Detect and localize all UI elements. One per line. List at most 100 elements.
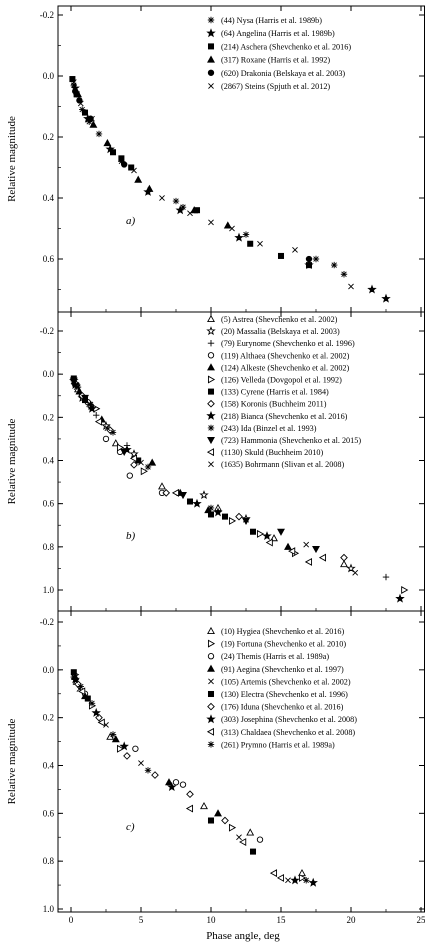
data-point <box>298 873 307 882</box>
legend-entry: (91) Aegina (Shevchenko et al. 1997) <box>221 665 344 674</box>
data-point <box>308 877 318 887</box>
legend-marker <box>208 83 214 89</box>
legend-entry: (133) Cyrene (Harris et al. 1984) <box>221 388 329 397</box>
series-8 <box>70 674 318 887</box>
data-point <box>290 875 300 885</box>
series-12 <box>94 417 327 566</box>
legend-marker <box>207 352 215 359</box>
data-point <box>331 261 338 269</box>
data-point <box>223 221 232 229</box>
x-tick-label: 25 <box>417 915 425 925</box>
data-point <box>214 809 222 817</box>
legend-entry: (2867) Steins (Spjuth et al. 2012) <box>221 82 330 91</box>
series-10 <box>74 383 215 512</box>
y-tick-label: 0.4 <box>43 456 55 466</box>
data-point <box>179 492 187 500</box>
series-6 <box>70 669 257 855</box>
legend-marker <box>207 375 216 384</box>
y-tick-label: 0.4 <box>43 193 55 203</box>
x-axis-title: Phase angle, deg <box>206 930 280 942</box>
legend-entry: (303) Josephina (Shevchenko et al. 2008) <box>221 715 357 724</box>
data-point <box>73 384 80 390</box>
data-point <box>262 531 272 541</box>
legend: (44) Nysa (Harris et al. 1989b) (64) Ange… <box>206 16 351 91</box>
data-point <box>104 425 111 432</box>
data-point <box>175 205 185 215</box>
legend-marker <box>207 653 215 660</box>
data-point <box>167 782 177 792</box>
data-point <box>102 435 110 443</box>
legend-entry: (19) Fortuna (Shevchenko et al. 2010) <box>221 640 346 649</box>
data-point <box>305 255 313 263</box>
data-point <box>120 448 129 456</box>
data-point <box>382 573 390 581</box>
data-point <box>265 538 273 547</box>
data-point <box>91 707 101 717</box>
data-point <box>207 504 215 512</box>
data-point <box>103 138 112 147</box>
series-9 <box>70 379 405 603</box>
y-tick-label: 0.8 <box>43 856 55 866</box>
data-point <box>234 232 244 242</box>
data-point <box>200 802 208 810</box>
data-point <box>132 745 139 752</box>
legend-marker <box>207 741 215 748</box>
x-tick-label: 15 <box>277 915 287 925</box>
legend-marker <box>206 448 215 457</box>
data-point <box>116 443 125 452</box>
y-tick-label: -0.2 <box>40 326 54 336</box>
data-point <box>199 490 209 500</box>
data-point <box>106 732 115 740</box>
data-point <box>401 586 409 594</box>
data-point <box>312 255 320 263</box>
x-tick-label: 20 <box>347 915 357 925</box>
legend-entry: (5) Astrea (Shevchenko et al. 2002) <box>221 315 338 324</box>
legend: (5) Astrea (Shevchenko et al. 2002) (20) … <box>206 314 361 469</box>
data-point <box>304 557 313 566</box>
y-tick-label: 0.6 <box>43 808 55 818</box>
data-point <box>87 401 94 408</box>
data-point <box>70 81 77 89</box>
legend-marker <box>207 639 216 648</box>
data-point <box>312 545 320 554</box>
data-point <box>340 559 348 568</box>
series-5 <box>72 88 313 263</box>
data-point <box>116 744 125 753</box>
data-point <box>126 472 133 479</box>
data-point <box>186 790 194 799</box>
data-point <box>208 219 214 226</box>
data-point <box>292 246 298 253</box>
data-point <box>165 778 173 786</box>
legend-entry: (218) Bianca (Shevchenko et al. 2016) <box>221 412 348 421</box>
data-point <box>89 120 98 128</box>
legend-entry: (176) Iduna (Shevchenko et al. 2016) <box>221 703 344 712</box>
data-point <box>395 593 405 603</box>
series-13 <box>73 384 359 576</box>
data-point <box>78 687 86 696</box>
data-point <box>277 252 285 259</box>
legend-entry: (620) Drakonia (Belskaya et al. 2003) <box>221 69 345 78</box>
panel-1: -0.2 0.0 0.2 0.4 0.6 Relative magnitude a) (44)… <box>6 5 425 313</box>
panel-label: c) <box>126 821 135 833</box>
data-point <box>81 109 89 116</box>
legend-marker <box>207 363 215 371</box>
data-point <box>192 498 202 508</box>
data-point <box>318 553 327 562</box>
panel-3: -0.2 0.0 0.2 0.4 0.6 0.8 1.0 0 5 10 15 20 25 Relative… <box>6 610 425 925</box>
data-point <box>381 293 391 303</box>
data-point <box>138 760 144 766</box>
data-point <box>86 401 93 408</box>
panel-label: a) <box>126 215 136 227</box>
data-point <box>109 429 117 436</box>
data-point <box>119 741 129 751</box>
data-point <box>128 164 135 171</box>
legend-marker <box>207 16 215 24</box>
legend-marker <box>207 314 215 323</box>
y-tick-label: 0.8 <box>43 542 55 552</box>
legend-marker <box>207 388 215 395</box>
legend-marker <box>207 424 215 432</box>
data-point <box>134 175 143 183</box>
legend-entry: (105) Artemis (Shevchenko et al. 2002) <box>221 677 351 686</box>
series-6 <box>70 79 354 290</box>
data-point <box>249 848 257 855</box>
